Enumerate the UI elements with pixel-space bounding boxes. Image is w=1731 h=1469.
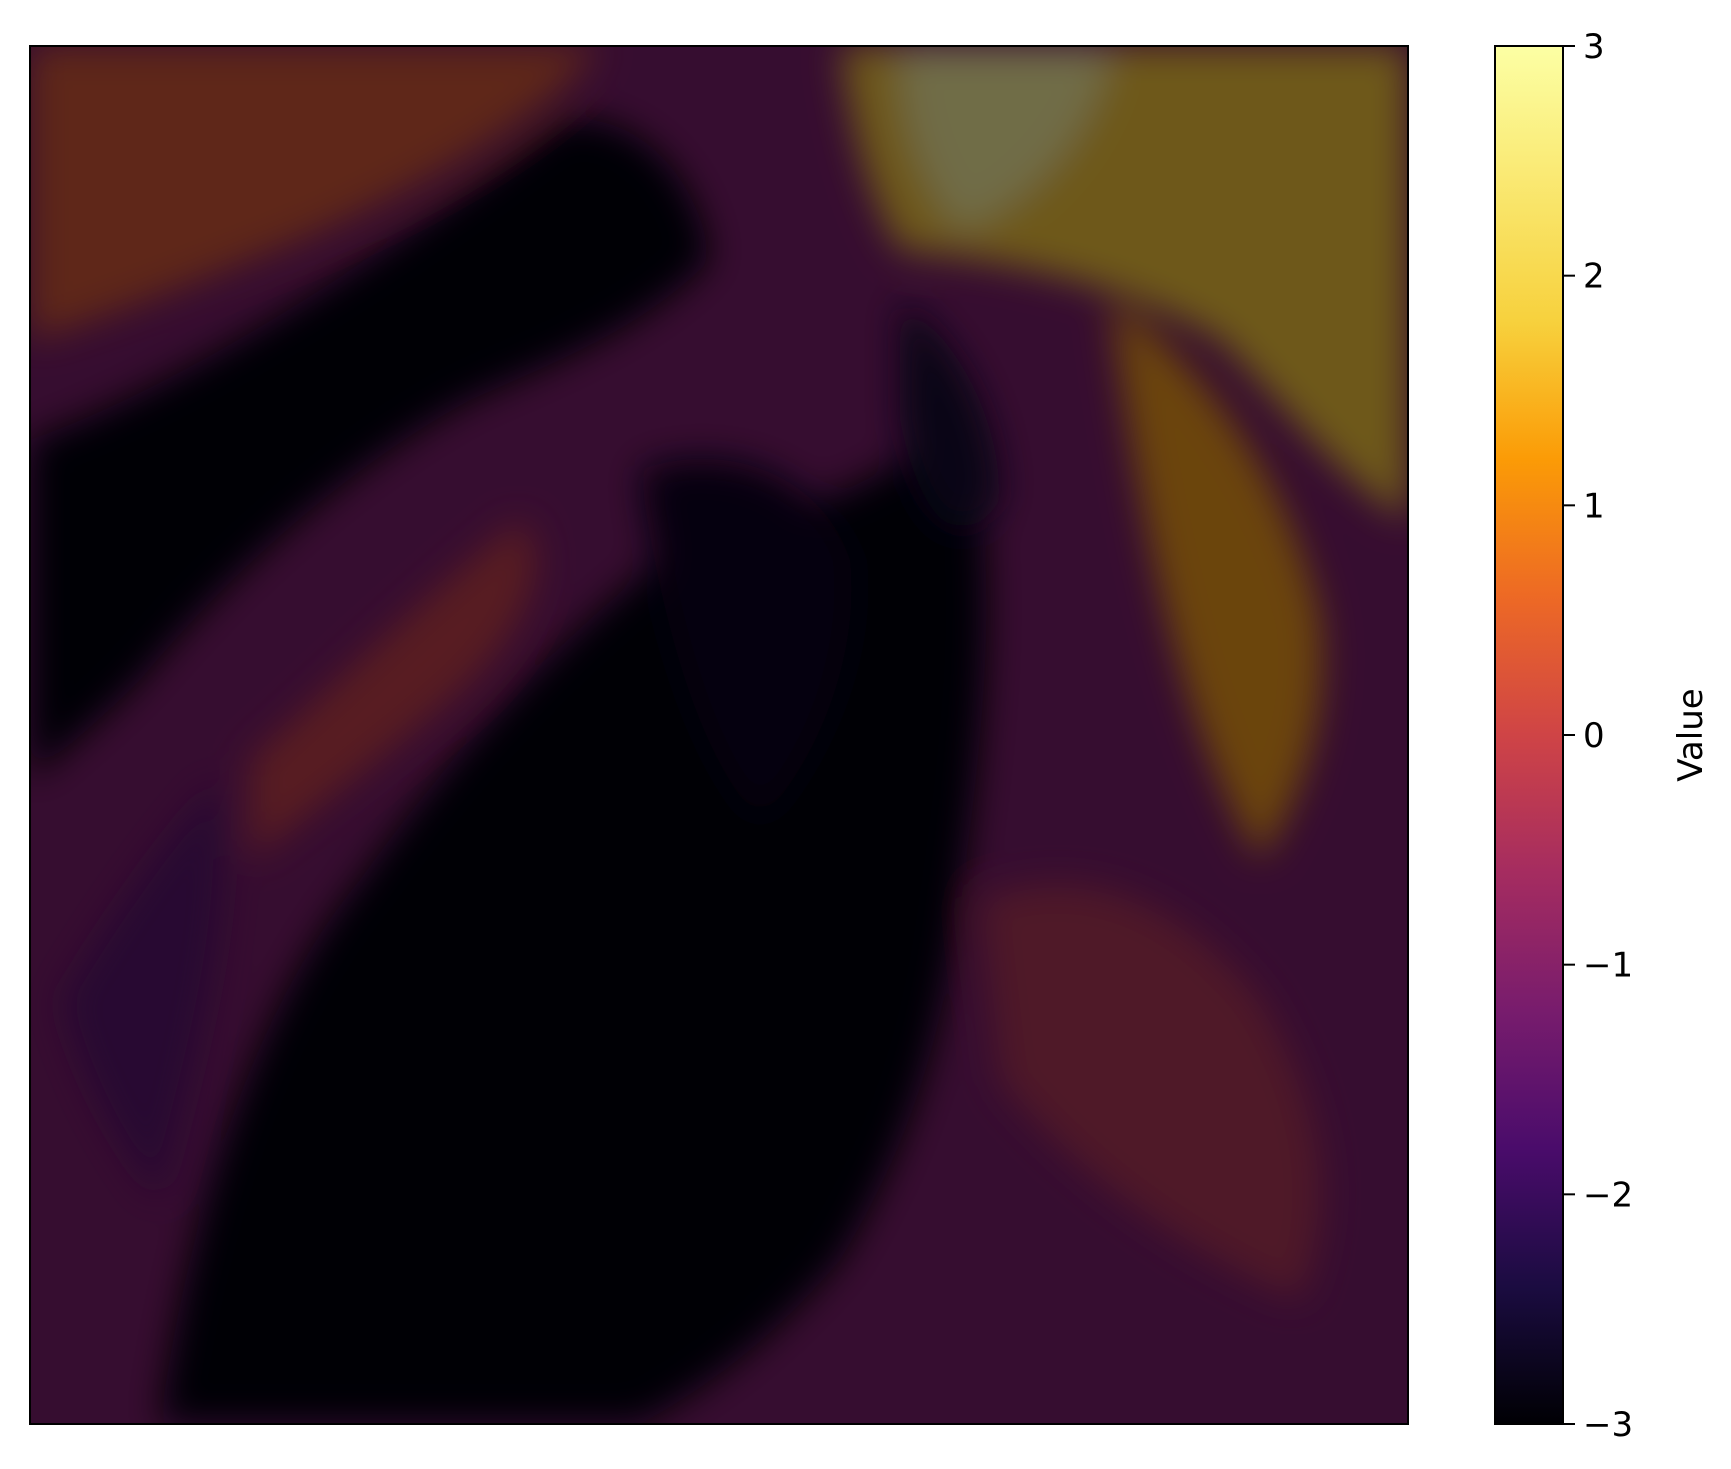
colorbar-tick-label: −2: [1583, 1175, 1633, 1215]
colorbar-tick-label: −3: [1583, 1405, 1633, 1445]
plot-frame: [29, 45, 1409, 1425]
colorbar: 3 2 1 0 −1 −2 −3 Value: [1494, 27, 1711, 1445]
colorbar-tick-label: −1: [1583, 946, 1633, 986]
colorbar-fill: [1495, 46, 1563, 1424]
colorbar-tick-label: 3: [1583, 27, 1605, 67]
colorbar-ticks: 3 2 1 0 −1 −2 −3: [1563, 27, 1633, 1445]
colorbar-tick-label: 1: [1583, 486, 1605, 526]
colorbar-tick-label: 2: [1583, 257, 1605, 297]
colorbar-label: Value: [1671, 688, 1711, 781]
colorbar-tick-label: 0: [1583, 716, 1605, 756]
heatmap-image: [30, 46, 1408, 1424]
